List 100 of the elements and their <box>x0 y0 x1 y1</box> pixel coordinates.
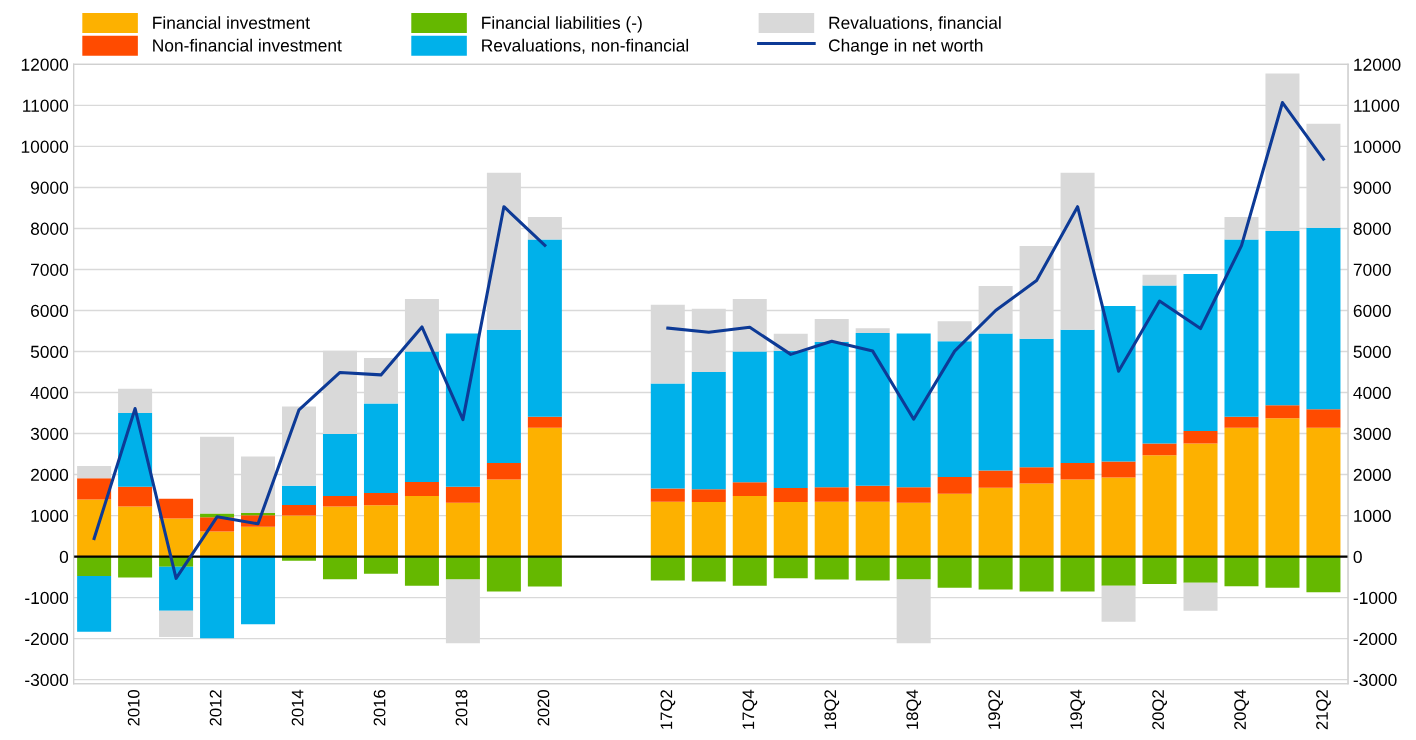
bar <box>650 501 685 557</box>
bar <box>650 383 685 489</box>
bar <box>1306 227 1341 410</box>
bar <box>363 493 398 506</box>
y-tick-label: 10000 <box>21 140 69 153</box>
bar <box>159 498 194 519</box>
x-tick-label: 2010 <box>127 689 140 726</box>
y2-tick-label: 12000 <box>1354 58 1401 71</box>
bar <box>773 488 808 503</box>
bar <box>322 495 357 507</box>
bar <box>1142 285 1177 444</box>
x-tick-label: 19Q2 <box>988 690 1004 729</box>
y2-tick-label: 8000 <box>1353 222 1391 235</box>
bar <box>1019 556 1054 592</box>
bar <box>322 506 357 557</box>
bar <box>1060 479 1095 557</box>
bar <box>1183 273 1218 432</box>
bar <box>282 485 317 505</box>
bar <box>1060 556 1095 592</box>
x-tick-label: 2014 <box>291 689 304 726</box>
legend-label: Revaluations, non-financial <box>482 38 689 54</box>
bar <box>855 485 890 502</box>
bar <box>691 556 726 582</box>
y2-tick-label: 6000 <box>1353 304 1391 317</box>
x-tick-label: 19Q4 <box>1070 689 1086 729</box>
bar <box>404 495 439 557</box>
bar <box>1142 455 1177 557</box>
bar <box>1306 556 1341 593</box>
y2-tick-label: 1000 <box>1354 509 1391 523</box>
bar <box>445 502 480 557</box>
bar <box>445 333 480 487</box>
bar <box>1019 467 1054 484</box>
bar <box>650 556 685 581</box>
bar <box>1224 239 1259 417</box>
bar <box>937 321 972 342</box>
x-tick-label: 21Q2 <box>1316 690 1331 730</box>
bar <box>937 556 972 588</box>
bar <box>937 341 972 478</box>
bar <box>159 566 194 611</box>
x-tick-label: 20Q2 <box>1152 690 1167 730</box>
bar <box>527 556 562 587</box>
bar <box>650 488 685 502</box>
legend-label: Financial liabilities (-) <box>482 16 642 33</box>
bar <box>732 556 767 586</box>
bar <box>445 486 480 503</box>
y2-tick-label: -2000 <box>1353 632 1397 646</box>
bar <box>732 351 767 483</box>
bar <box>814 501 849 557</box>
x-tick-label: 18Q2 <box>824 690 840 729</box>
bar <box>527 416 562 428</box>
bar <box>241 526 276 557</box>
bar <box>937 477 972 494</box>
bar <box>282 504 317 516</box>
y2-tick-label: 2000 <box>1353 468 1391 482</box>
bar <box>445 556 480 580</box>
bar <box>978 470 1013 488</box>
bar <box>814 556 849 580</box>
bar <box>1142 443 1177 456</box>
bar <box>691 372 726 490</box>
bar <box>855 556 890 581</box>
bar <box>118 506 153 557</box>
bar <box>1265 418 1300 557</box>
bar <box>691 502 726 557</box>
bar <box>363 505 398 557</box>
bar <box>527 427 562 557</box>
bar <box>814 342 849 488</box>
bar <box>896 502 931 557</box>
bar <box>1183 431 1218 444</box>
y-tick-label: 8000 <box>30 222 69 235</box>
y-tick-label: 9000 <box>30 181 69 194</box>
bar <box>486 479 521 557</box>
bar <box>1142 274 1177 286</box>
bar <box>282 515 317 557</box>
y-tick-label: 12000 <box>21 58 69 71</box>
bar <box>978 556 1013 590</box>
x-tick-label: 17Q2 <box>660 690 676 729</box>
bar <box>77 575 112 632</box>
x-tick-label: 2012 <box>209 690 222 726</box>
bar <box>527 239 562 417</box>
x-tick-label: 2016 <box>373 690 386 726</box>
y-tick-label: 4000 <box>30 386 69 399</box>
bar <box>1101 477 1136 557</box>
y-tick-label: -3000 <box>25 673 69 687</box>
bar <box>814 487 849 502</box>
bar <box>77 499 112 557</box>
bar <box>1019 338 1054 468</box>
y-tick-label: 7000 <box>31 263 69 276</box>
bar <box>241 556 276 625</box>
bar <box>773 556 808 579</box>
bar <box>1265 556 1300 588</box>
bar <box>1060 463 1095 480</box>
bar <box>1142 556 1177 585</box>
y-tick-label: 2000 <box>31 468 69 482</box>
bar <box>1183 556 1218 583</box>
bar <box>200 531 235 557</box>
y2-tick-label: 9000 <box>1353 181 1391 194</box>
bar <box>77 556 112 576</box>
bar <box>814 319 849 343</box>
bar <box>896 333 931 488</box>
y2-tick-label: -1000 <box>1353 591 1397 605</box>
